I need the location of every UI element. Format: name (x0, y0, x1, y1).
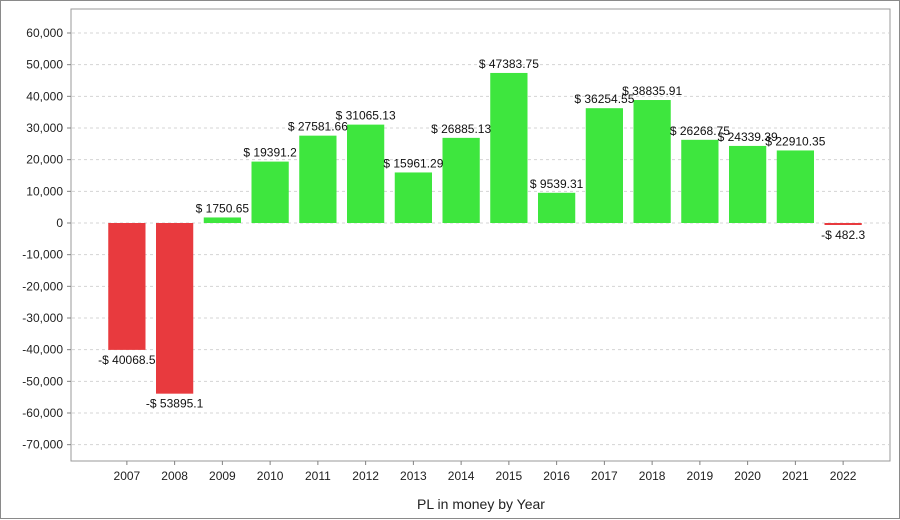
y-tick-label: 10,000 (26, 184, 63, 198)
data-labels: -$ 40068.5 -$ 53895.1 $ 1750.65 $ 19391.2 $ … (98, 57, 865, 411)
x-tick-label-2009: 2009 (209, 469, 236, 483)
y-tick-label: -10,000 (22, 248, 63, 262)
x-tick-label-2019: 2019 (687, 469, 714, 483)
bar-2011 (299, 135, 337, 223)
plot-area (70, 8, 891, 462)
y-tick-label: 40,000 (26, 89, 63, 103)
y-tick-label: -50,000 (22, 374, 63, 388)
bar-2017 (585, 108, 623, 223)
bar-2009 (203, 217, 241, 223)
y-tick-label: -20,000 (22, 279, 63, 293)
bar-2008 (156, 223, 194, 394)
x-tick-label-2021: 2021 (782, 469, 809, 483)
x-tick-label-2020: 2020 (734, 469, 761, 483)
bar-2022 (824, 223, 862, 225)
y-tick-label: 60,000 (26, 26, 63, 40)
data-label-2012: $ 31065.13 (336, 109, 396, 123)
x-axis-ticks: 2007 2008 2009 2010 2011 2012 2013 2014 2015 2016… (114, 461, 857, 483)
y-tick-label: 30,000 (26, 121, 63, 135)
data-label-2013: $ 15961.29 (383, 156, 443, 170)
bar-2015 (490, 72, 528, 223)
bar-2014 (442, 137, 480, 223)
x-tick-label-2022: 2022 (830, 469, 857, 483)
data-label-2008: -$ 53895.1 (146, 397, 204, 411)
data-label-2021: $ 22910.35 (765, 134, 825, 148)
bar-2020 (729, 145, 767, 223)
x-tick-label-2017: 2017 (591, 469, 618, 483)
y-tick-label: 50,000 (26, 58, 63, 72)
data-label-2010: $ 19391.2 (243, 146, 297, 160)
data-label-2009: $ 1750.65 (196, 201, 250, 215)
data-label-2019: $ 26268.75 (670, 124, 730, 138)
data-label-2016: $ 9539.31 (530, 177, 584, 191)
bar-2016 (538, 192, 576, 223)
y-tick-label: -40,000 (22, 343, 63, 357)
x-tick-label-2010: 2010 (257, 469, 284, 483)
data-label-2014: $ 26885.13 (431, 122, 491, 136)
data-label-2011: $ 27581.66 (288, 120, 348, 134)
data-label-2015: $ 47383.75 (479, 57, 539, 71)
bar-2012 (347, 124, 385, 223)
y-tick-label: 0 (56, 216, 63, 230)
bar-2021 (776, 150, 814, 223)
y-tick-label: 20,000 (26, 153, 63, 167)
y-tick-label: -30,000 (22, 311, 63, 325)
x-tick-label-2013: 2013 (400, 469, 427, 483)
bar-2010 (251, 161, 289, 223)
x-tick-label-2015: 2015 (496, 469, 523, 483)
x-tick-label-2018: 2018 (639, 469, 666, 483)
bar-2019 (681, 139, 719, 223)
bar-2013 (394, 172, 432, 223)
x-tick-label-2008: 2008 (161, 469, 188, 483)
x-tick-label-2014: 2014 (448, 469, 475, 483)
bar-2018 (633, 100, 671, 223)
data-label-2007: -$ 40068.5 (98, 353, 156, 367)
data-label-2017: $ 36254.55 (574, 92, 634, 106)
y-axis-ticks: 60,000 50,000 40,000 30,000 20,000 10,000 0 -10… (22, 26, 71, 452)
data-label-2018: $ 38835.91 (622, 84, 682, 98)
y-tick-label: -60,000 (22, 406, 63, 420)
bar-2007 (108, 223, 146, 350)
bars (108, 72, 862, 394)
data-label-2022: -$ 482.3 (821, 228, 865, 242)
y-tick-label: -70,000 (22, 438, 63, 452)
x-axis-title: PL in money by Year (417, 496, 545, 512)
x-tick-label-2011: 2011 (305, 469, 331, 483)
x-tick-label-2007: 2007 (114, 469, 141, 483)
data-label-2020: $ 24339.39 (718, 130, 778, 144)
x-tick-label-2016: 2016 (543, 469, 570, 483)
x-tick-label-2012: 2012 (352, 469, 379, 483)
